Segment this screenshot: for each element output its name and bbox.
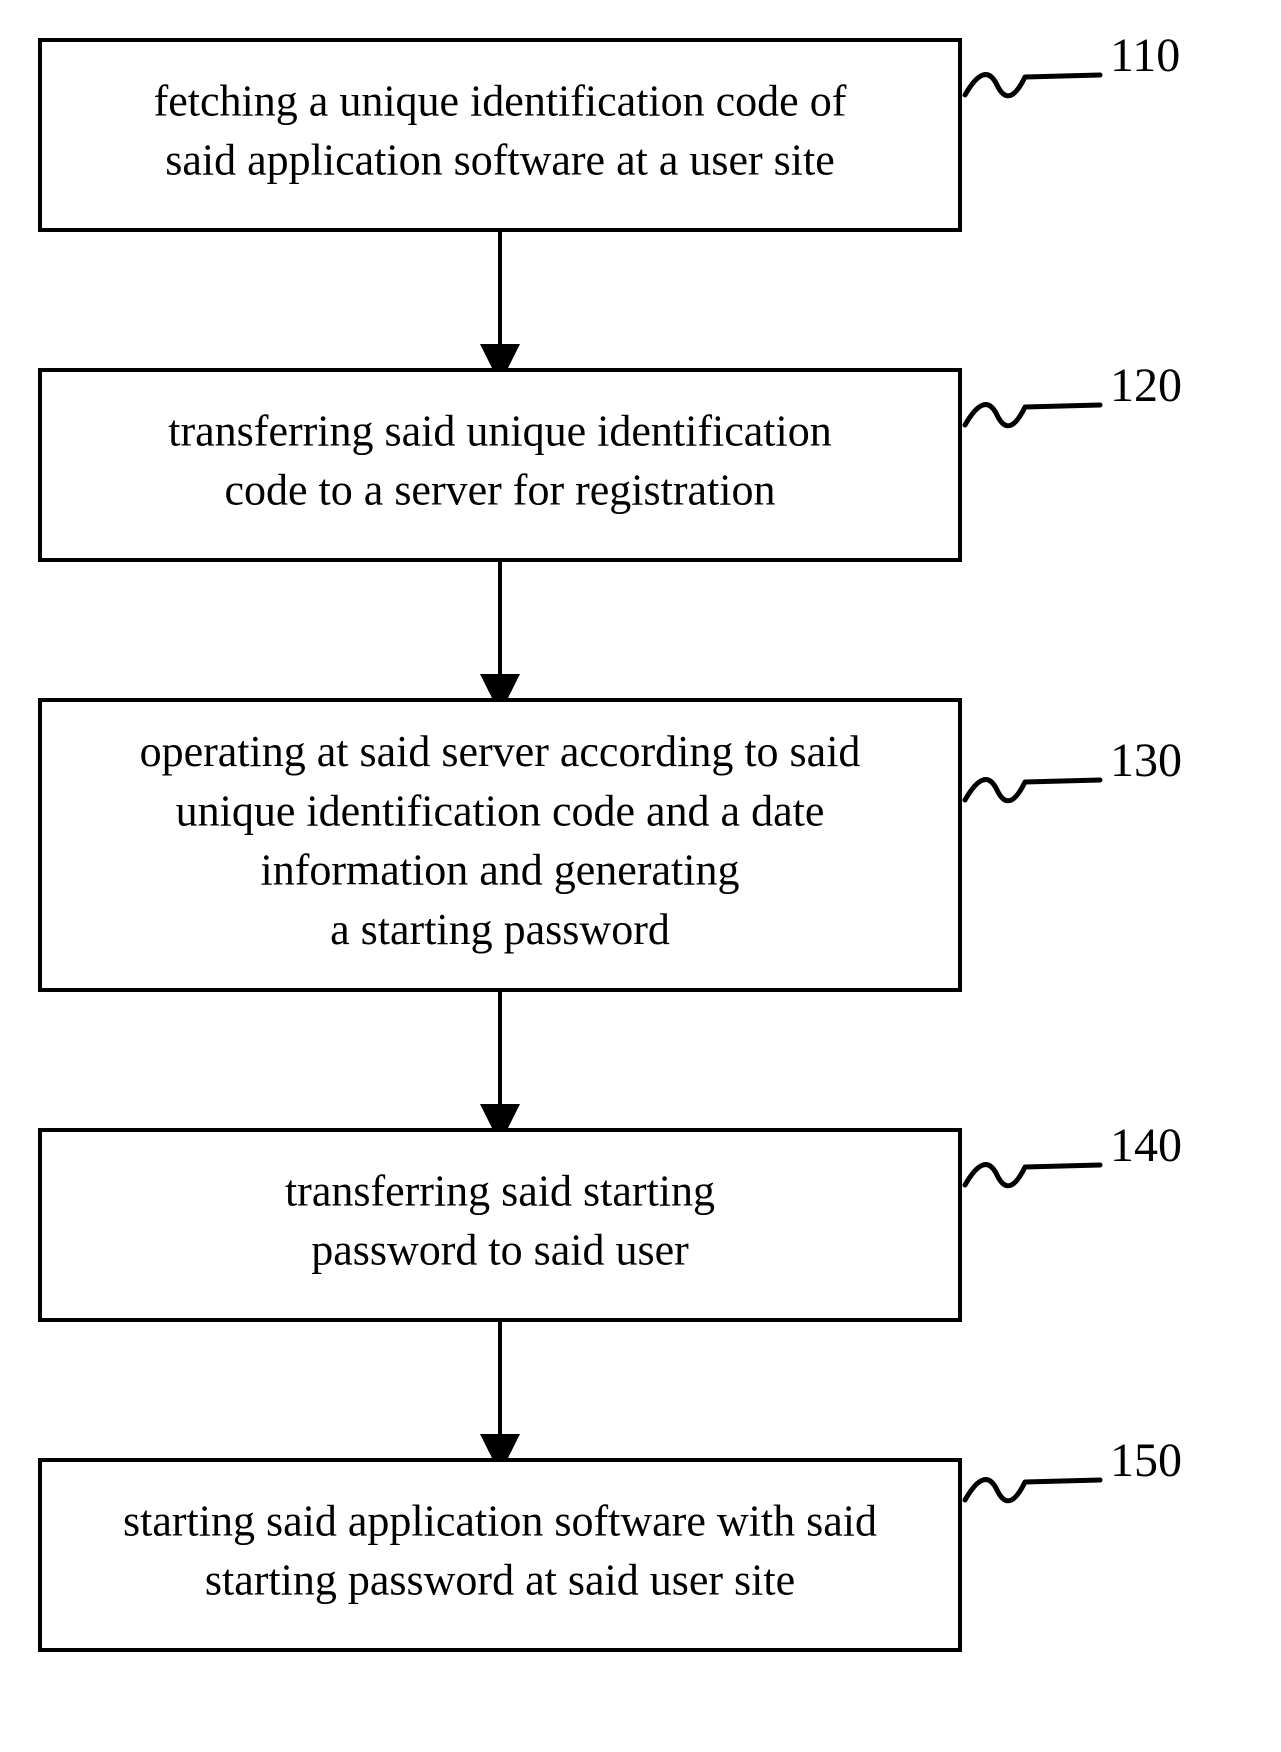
- callout-squiggle: [965, 780, 1100, 801]
- step-number-label: 140: [1110, 1119, 1182, 1172]
- flow-step-120: transferring said unique identificationc…: [40, 359, 1182, 560]
- flow-step-150: starting said application software with …: [40, 1434, 1182, 1650]
- step-number-label: 130: [1110, 734, 1182, 787]
- callout-squiggle: [965, 1480, 1100, 1501]
- step-number-label: 150: [1110, 1434, 1182, 1487]
- callout-squiggle: [965, 405, 1100, 426]
- flow-step-110: fetching a unique identification code of…: [40, 29, 1180, 230]
- callout-squiggle: [965, 75, 1100, 96]
- step-number-label: 110: [1110, 29, 1180, 82]
- flow-step-130: operating at said server according to sa…: [40, 700, 1182, 990]
- callout-squiggle: [965, 1165, 1100, 1186]
- flow-step-140: transferring said startingpassword to sa…: [40, 1119, 1182, 1320]
- flowchart-canvas: fetching a unique identification code of…: [0, 0, 1281, 1752]
- step-number-label: 120: [1110, 359, 1182, 412]
- nodes-layer: fetching a unique identification code of…: [40, 29, 1182, 1650]
